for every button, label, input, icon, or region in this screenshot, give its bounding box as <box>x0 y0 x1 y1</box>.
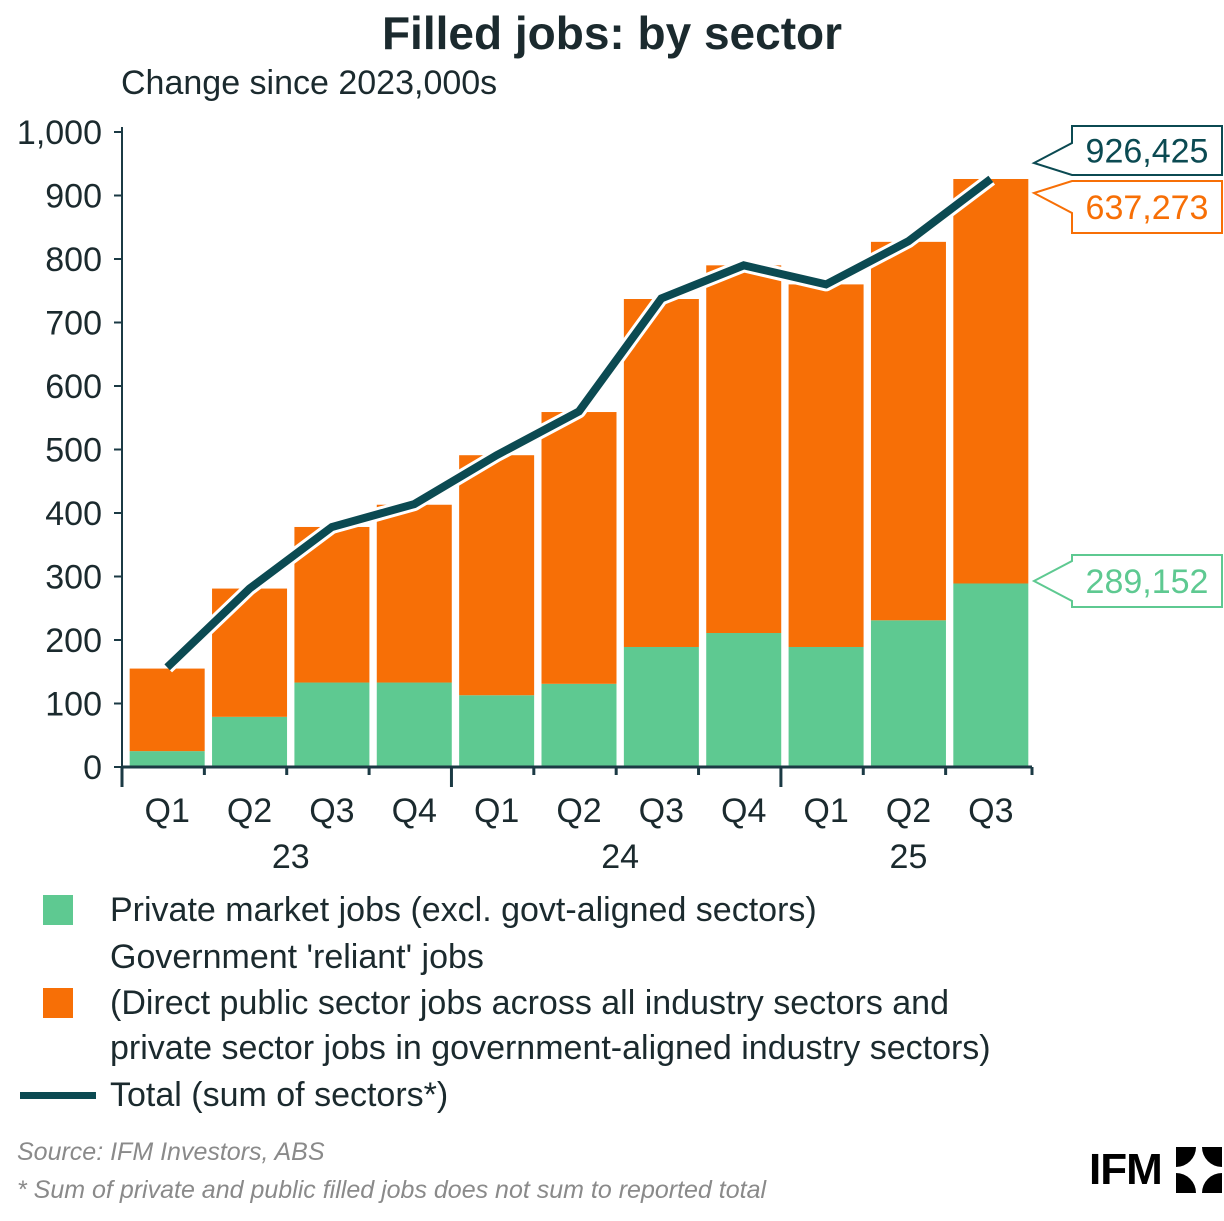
bar-government <box>376 504 452 683</box>
x-year-label: 25 <box>890 838 928 876</box>
bar-private <box>870 620 946 767</box>
x-year-label: 23 <box>272 838 310 876</box>
bar-private <box>623 646 699 767</box>
stacked-bar-chart: 0 100 200 300 400 500 600 700 800 900 1,000 Q1 Q2 Q3 Q… <box>17 114 1223 876</box>
legend-label-gov-desc-2: private sector jobs in government-aligne… <box>110 1029 991 1067</box>
callout-box <box>1031 180 1223 234</box>
ifm-logo: IFM <box>1089 1145 1163 1194</box>
bar-government <box>706 265 782 634</box>
x-tick-label: Q3 <box>309 792 354 830</box>
chart-title: Filled jobs: by sector <box>381 7 843 59</box>
legend-swatch-gov <box>43 988 73 1018</box>
x-tick-label: Q2 <box>227 792 272 830</box>
total-line <box>164 175 994 671</box>
bar-government <box>541 412 617 684</box>
x-tick-label: Q3 <box>968 792 1013 830</box>
legend-line-total <box>20 1092 96 1099</box>
legend-label-total: Total (sum of sectors*) <box>110 1076 449 1114</box>
bar-private <box>706 633 782 767</box>
y-tick-label: 1,000 <box>17 114 102 152</box>
legend-label-private: Private market jobs (excl. govt-aligned … <box>110 891 817 929</box>
bar-private <box>129 751 205 767</box>
y-tick-label: 600 <box>45 368 102 406</box>
callout-label: 926,425 <box>1086 133 1209 171</box>
bar-private <box>541 683 617 767</box>
bar-government <box>459 455 535 696</box>
callout-box <box>1031 554 1223 608</box>
bar-government <box>870 241 946 621</box>
bar-private <box>953 583 1029 767</box>
callout-label: 637,273 <box>1086 189 1209 227</box>
bar-private <box>788 646 864 767</box>
x-tick-label: Q4 <box>721 792 766 830</box>
x-tick-label: Q3 <box>639 792 684 830</box>
x-year-label: 24 <box>601 838 639 876</box>
bar-private <box>294 682 370 767</box>
x-tick-label: Q1 <box>803 792 848 830</box>
bar-government <box>623 299 699 647</box>
x-tick-label: Q2 <box>886 792 931 830</box>
footnote: * Sum of private and public filled jobs … <box>17 1176 767 1204</box>
callout-label: 289,152 <box>1086 563 1209 601</box>
callout-box <box>1031 125 1223 176</box>
y-tick-label: 900 <box>45 178 102 216</box>
y-tick-label: 500 <box>45 432 102 470</box>
y-tick-label: 700 <box>45 305 102 343</box>
y-tick-label: 200 <box>45 622 102 660</box>
x-tick-label: Q2 <box>556 792 601 830</box>
x-tick-label: Q1 <box>145 792 190 830</box>
x-tick-label: Q4 <box>392 792 437 830</box>
chart-subtitle: Change since 2023,000s <box>121 64 498 102</box>
y-tick-label: 100 <box>45 686 102 724</box>
bar-private <box>376 682 452 767</box>
bar-government <box>788 284 864 647</box>
ifm-logo-icon <box>1176 1147 1222 1193</box>
legend-swatch-private <box>43 895 73 925</box>
bar-government <box>953 178 1029 584</box>
legend-label-gov: Government 'reliant' jobs <box>110 938 484 976</box>
y-tick-label: 800 <box>45 241 102 279</box>
y-tick-label: 0 <box>83 749 102 787</box>
legend-label-gov-desc-1: (Direct public sector jobs across all in… <box>110 984 949 1022</box>
bar-government <box>129 668 205 752</box>
y-tick-label: 300 <box>45 559 102 597</box>
y-tick-label: 400 <box>45 495 102 533</box>
bar-private <box>459 695 535 767</box>
bar-private <box>212 716 288 767</box>
source-note: Source: IFM Investors, ABS <box>17 1138 325 1166</box>
x-tick-label: Q1 <box>474 792 519 830</box>
